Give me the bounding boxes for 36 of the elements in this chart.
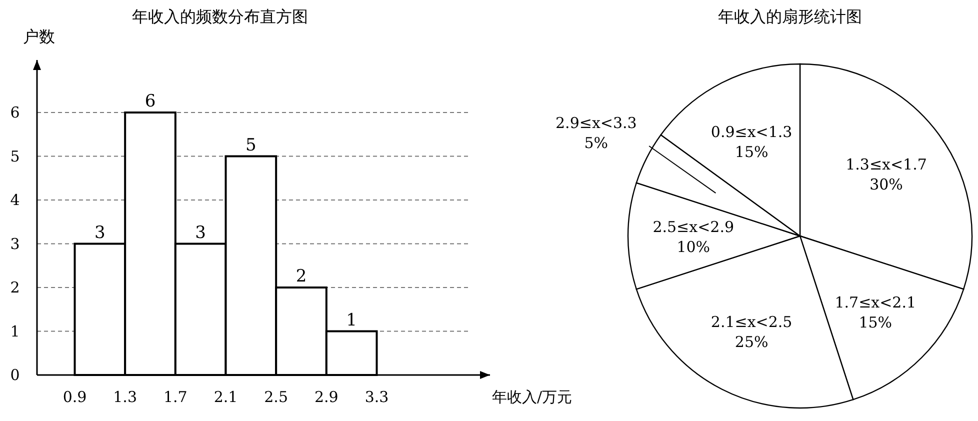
chart-title: 年收入的频数分布直方图 (132, 7, 308, 26)
y-tick-label: 2 (10, 278, 20, 296)
data-label: 3 (94, 222, 106, 243)
data-label: 15% (858, 313, 892, 332)
y-axis-title: 户数 (23, 27, 55, 46)
y-tick-label: 1 (10, 322, 20, 340)
x-tick-label: 1.3 (113, 388, 138, 406)
y-tick-label: 4 (10, 191, 20, 209)
slice-label: 1.7≤x<2.1 (834, 293, 916, 312)
x-axis-title: 年收入/万元 (492, 388, 572, 406)
data-label: 25% (734, 333, 768, 352)
data-label: 5% (584, 134, 608, 152)
slice-label: 1.3≤x<1.7 (846, 155, 927, 174)
x-tick-label: 2.1 (214, 388, 238, 406)
data-label: 10% (676, 238, 710, 256)
slice-label: 0.9≤x<1.3 (710, 122, 792, 141)
slice-label: 2.5≤x<2.9 (652, 218, 734, 236)
x-tick-label: 2.9 (314, 388, 338, 406)
slice-label: 2.9≤x<3.3 (556, 114, 637, 132)
data-label: 3 (195, 222, 206, 243)
data-label: 1 (346, 310, 357, 330)
y-tick-label: 5 (10, 147, 20, 166)
y-tick-label: 0 (10, 366, 20, 384)
slice-label: 2.1≤x<2.5 (710, 313, 792, 332)
y-tick-label: 6 (10, 104, 20, 122)
data-label: 2 (296, 266, 307, 286)
chart-title: 年收入的扇形统计图 (718, 7, 862, 26)
data-label: 6 (144, 92, 156, 112)
data-label: 30% (870, 175, 903, 194)
x-tick-label: 2.5 (264, 388, 288, 406)
x-tick-label: 1.7 (163, 388, 188, 406)
x-tick-label: 0.9 (62, 388, 87, 406)
y-tick-label: 3 (10, 234, 20, 253)
data-label: 5 (246, 135, 256, 156)
x-tick-label: 3.3 (364, 388, 389, 406)
data-label: 15% (734, 142, 768, 161)
